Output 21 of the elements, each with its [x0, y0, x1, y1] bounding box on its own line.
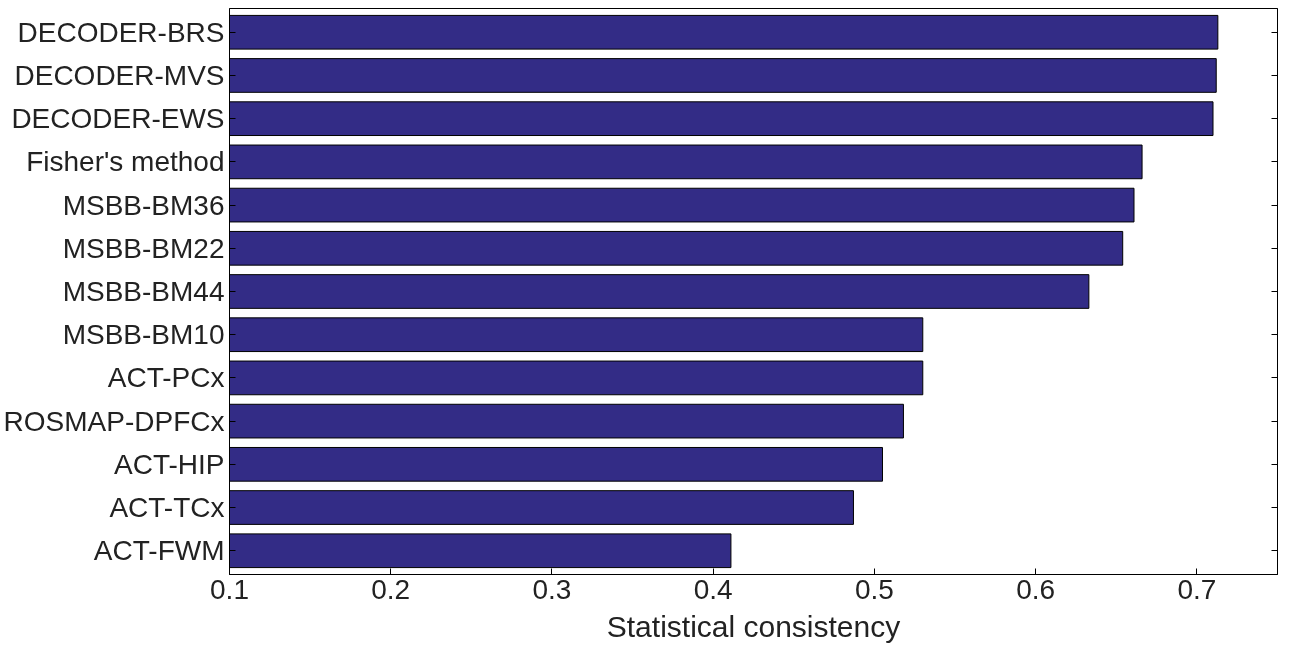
y-tick-label: MSBB-BM44 — [62, 276, 225, 307]
y-tick-label: MSBB-BM22 — [62, 232, 225, 264]
x-tick-label: 0.3 — [532, 573, 572, 605]
y-tick-label: DECODER-MVS — [14, 59, 225, 91]
x-tick-label: 0.4 — [693, 573, 733, 605]
x-tick-label: 0.6 — [1016, 573, 1056, 605]
x-tick-label: 0.7 — [1177, 573, 1217, 605]
x-tick-label: 0.1 — [210, 573, 249, 605]
y-tick-label: DECODER-BRS — [17, 16, 225, 48]
y-tick-label: DECODER-EWS — [11, 103, 225, 135]
y-tick-label: ROSMAP-DPFCx — [3, 405, 225, 437]
y-tick-label: MSBB-BM10 — [62, 319, 225, 351]
y-tick-label: ACT-PCx — [107, 362, 225, 394]
y-tick-label: ACT-FWM — [93, 535, 225, 567]
y-tick-label: ACT-TCx — [109, 492, 225, 524]
y-tick-label: MSBB-BM36 — [62, 189, 225, 221]
y-tick-label: Fisher's method — [26, 146, 225, 178]
x-tick-label: 0.2 — [371, 573, 411, 605]
x-axis-title: Statistical consistency — [606, 609, 901, 643]
x-tick-label: 0.5 — [854, 573, 894, 605]
y-tick-label: ACT-HIP — [114, 448, 225, 480]
